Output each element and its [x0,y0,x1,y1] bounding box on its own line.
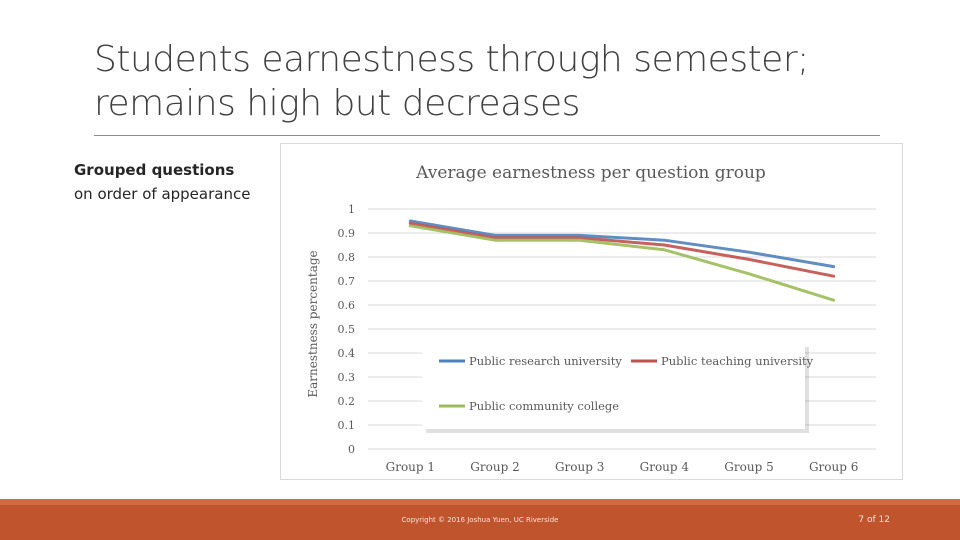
side-caption-bold: Grouped questions [74,161,235,179]
page-number: 7 of 12 [858,515,890,525]
slide-title: Students earnestness through semester; r… [94,38,894,126]
x-tick-label: Group 1 [386,460,435,474]
x-tick-label: Group 6 [809,460,858,474]
y-tick-label: 0 [348,443,355,456]
y-tick-label: 0.2 [338,395,356,408]
legend-box [422,343,805,429]
slide-title-line-2: remains high but decreases [94,83,580,124]
series-line-1 [408,219,836,269]
series-line-3 [408,224,836,302]
series-line-2 [408,221,836,278]
slide-title-line-1: Students earnestness through semester; [94,39,809,80]
y-tick-label: 0.4 [338,347,356,360]
x-tick-label: Group 5 [724,460,773,474]
y-axis-label: Earnestness percentage [306,250,320,397]
side-caption-normal: on order of appearance [74,185,251,203]
footer-bar [0,499,960,540]
y-tick-label: 0.8 [338,251,356,264]
chart-title: Average earnestness per question group [415,163,766,183]
y-tick-label: 0.1 [338,419,356,432]
side-caption: Grouped questions on order of appearance [74,158,284,206]
x-tick-label: Group 4 [640,460,690,474]
legend-label-2: Public teaching university [661,354,814,368]
y-tick-label: 0.9 [338,227,356,240]
title-divider [94,135,880,136]
y-tick-label: 0.3 [338,371,356,384]
x-tick-label: Group 2 [470,460,519,474]
x-tick-label: Group 3 [555,460,604,474]
legend-label-3: Public community college [469,399,619,413]
y-tick-label: 0.5 [338,323,356,336]
copyright-text: Copyright © 2016 Joshua Yuen, UC Riversi… [401,516,559,524]
footer-accent-line [0,499,960,505]
chart-frame: Average earnestness per question group E… [280,143,903,480]
y-tick-label: 1 [348,203,355,216]
y-tick-label: 0.6 [338,299,356,312]
line-chart: Average earnestness per question group E… [306,163,876,474]
y-tick-label: 0.7 [338,275,356,288]
legend-label-1: Public research university [469,354,622,368]
